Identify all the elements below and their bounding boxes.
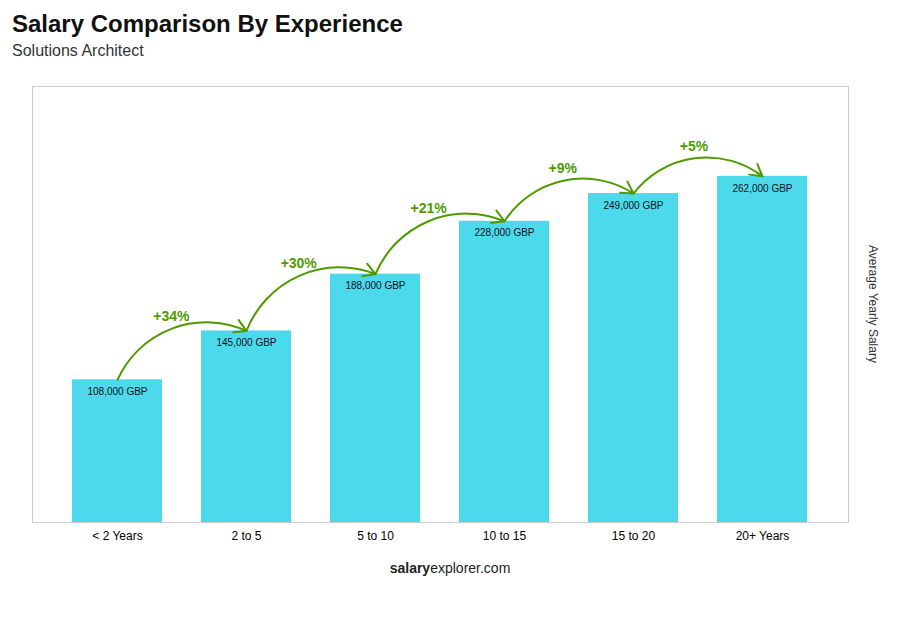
html-text:salary explorer.com: salary explorer.com [389,560,511,576]
html-text:Solutions Architect: Solutions Architect [12,42,144,59]
svg-text:+30%: +30% [281,255,318,271]
svg-text:108,000 GBP: 108,000 GBP [87,386,147,397]
svg-text:188,000 GBP: 188,000 GBP [345,280,405,291]
svg-text:+9%: +9% [549,160,578,176]
html-text:Salary Comparison By Experienc: Salary Comparison By Experience [12,10,403,37]
svg-text:+21%: +21% [410,200,447,216]
svg-text:< 2 Years: < 2 Years [92,529,142,543]
svg-text:5 to 10: 5 to 10 [357,529,394,543]
svg-text:145,000 GBP: 145,000 GBP [216,337,276,348]
svg-text:15 to 20: 15 to 20 [612,529,656,543]
svg-text:249,000 GBP: 249,000 GBP [603,200,663,211]
svg-text:+5%: +5% [680,138,709,154]
svg-text:10 to 15: 10 to 15 [483,529,527,543]
svg-text:262,000 GBP: 262,000 GBP [732,183,792,194]
svg-text:2 to 5: 2 to 5 [231,529,261,543]
svg-text:Average Yearly Salary: Average Yearly Salary [866,245,880,363]
svg-text:228,000 GBP: 228,000 GBP [474,227,534,238]
svg-text:+34%: +34% [153,308,190,324]
svg-text:20+ Years: 20+ Years [736,529,790,543]
